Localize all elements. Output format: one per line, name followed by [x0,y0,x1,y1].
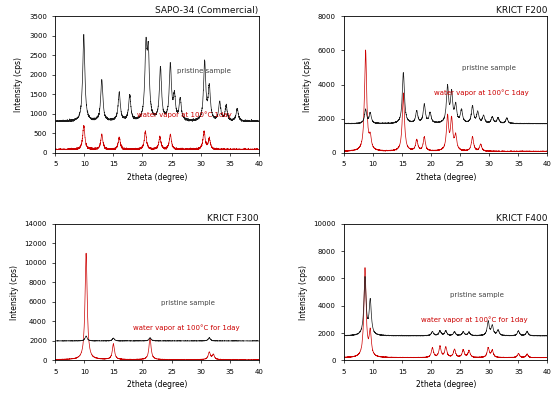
Text: KRICT F300: KRICT F300 [207,214,259,223]
X-axis label: 2theta (degree): 2theta (degree) [416,173,476,182]
X-axis label: 2theta (degree): 2theta (degree) [127,173,187,182]
X-axis label: 2theta (degree): 2theta (degree) [416,380,476,389]
Text: water vapor at 100°C for 1day: water vapor at 100°C for 1day [421,316,528,323]
Text: water vapor at 100°C 1day: water vapor at 100°C 1day [434,90,528,96]
Y-axis label: Intensity (cps): Intensity (cps) [303,57,312,112]
Text: KRICT F400: KRICT F400 [496,214,547,223]
Y-axis label: Intensity (cps): Intensity (cps) [299,264,307,320]
Text: water vapor at 100°C for 1day: water vapor at 100°C for 1day [133,324,239,331]
Y-axis label: Intensity (cps): Intensity (cps) [14,57,23,112]
Text: water vapor at 100°C 1day: water vapor at 100°C 1day [137,111,231,118]
Text: SAPO-34 (Commercial): SAPO-34 (Commercial) [155,6,259,15]
Text: pristine sample: pristine sample [462,65,516,71]
Text: KRICT F200: KRICT F200 [496,6,547,15]
X-axis label: 2theta (degree): 2theta (degree) [127,380,187,389]
Text: pristine sample: pristine sample [178,68,231,74]
Text: pristine sample: pristine sample [450,292,504,298]
Y-axis label: Intensity (cps): Intensity (cps) [10,264,19,320]
Text: pristine sample: pristine sample [161,300,215,306]
